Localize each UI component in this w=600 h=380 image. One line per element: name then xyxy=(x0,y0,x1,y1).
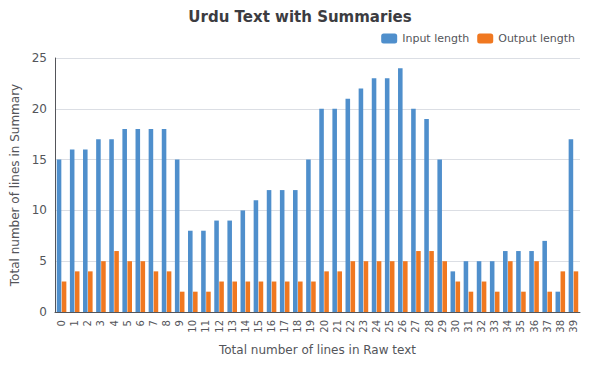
svg-text:10: 10 xyxy=(187,320,198,333)
svg-text:25: 25 xyxy=(32,51,47,65)
svg-text:37: 37 xyxy=(542,320,553,333)
svg-text:11: 11 xyxy=(200,320,211,333)
svg-text:16: 16 xyxy=(266,320,277,333)
svg-text:15: 15 xyxy=(32,153,47,167)
svg-text:8: 8 xyxy=(161,320,172,326)
svg-text:1: 1 xyxy=(69,320,80,326)
svg-text:31: 31 xyxy=(463,320,474,333)
svg-text:7: 7 xyxy=(148,320,159,326)
svg-text:34: 34 xyxy=(502,320,513,333)
svg-text:12: 12 xyxy=(214,320,225,333)
svg-text:15: 15 xyxy=(253,320,264,333)
svg-text:2: 2 xyxy=(82,320,93,326)
svg-text:20: 20 xyxy=(32,102,47,116)
svg-text:18: 18 xyxy=(292,320,303,333)
svg-text:13: 13 xyxy=(227,320,238,333)
svg-text:30: 30 xyxy=(450,320,461,333)
svg-text:19: 19 xyxy=(305,320,316,333)
svg-text:Input length: Input length xyxy=(402,32,469,45)
svg-text:20: 20 xyxy=(319,320,330,333)
svg-text:17: 17 xyxy=(279,320,290,333)
svg-text:3: 3 xyxy=(95,320,106,326)
svg-text:23: 23 xyxy=(358,320,369,333)
svg-text:4: 4 xyxy=(109,320,120,326)
svg-text:0: 0 xyxy=(39,305,47,319)
svg-text:9: 9 xyxy=(174,320,185,326)
svg-text:5: 5 xyxy=(39,254,47,268)
svg-text:Total number of lines in Raw t: Total number of lines in Raw text xyxy=(218,343,416,357)
svg-text:25: 25 xyxy=(384,320,395,333)
svg-text:10: 10 xyxy=(32,203,47,217)
svg-text:36: 36 xyxy=(529,320,540,333)
svg-text:Total number of lines in Summa: Total number of lines in Summary xyxy=(8,84,22,287)
svg-text:22: 22 xyxy=(345,320,356,333)
svg-text:33: 33 xyxy=(489,320,500,333)
svg-text:27: 27 xyxy=(410,320,421,333)
svg-text:35: 35 xyxy=(515,320,526,333)
svg-text:29: 29 xyxy=(437,320,448,333)
svg-text:38: 38 xyxy=(555,320,566,333)
svg-text:26: 26 xyxy=(397,320,408,333)
svg-text:0: 0 xyxy=(56,320,67,326)
svg-text:28: 28 xyxy=(424,320,435,333)
svg-text:32: 32 xyxy=(476,320,487,333)
svg-text:Output length: Output length xyxy=(498,32,575,45)
svg-text:14: 14 xyxy=(240,320,251,333)
svg-text:39: 39 xyxy=(568,320,579,333)
svg-text:21: 21 xyxy=(332,320,343,333)
svg-text:5: 5 xyxy=(122,320,133,326)
svg-text:Urdu Text with Summaries: Urdu Text with Summaries xyxy=(188,8,411,26)
svg-text:24: 24 xyxy=(371,320,382,333)
svg-text:6: 6 xyxy=(135,320,146,326)
